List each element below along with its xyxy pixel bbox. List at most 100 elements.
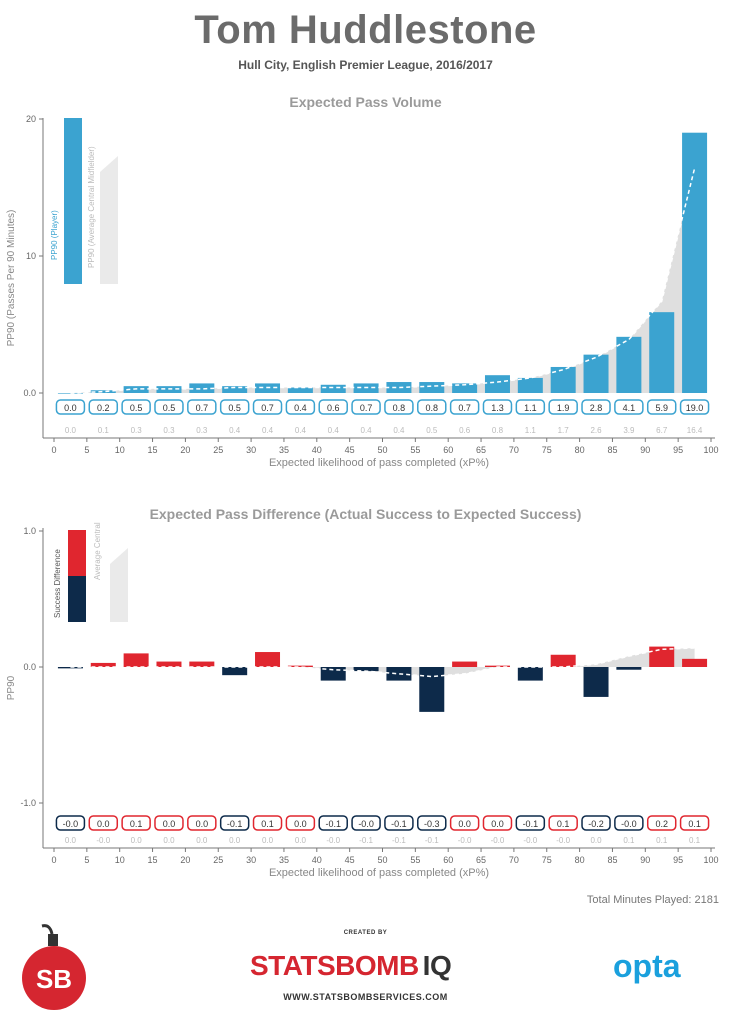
avg-value-label: -0.1	[392, 836, 406, 845]
value-box	[154, 815, 184, 831]
avg-value-label: 1.1	[525, 426, 537, 435]
expected-pass-difference-chart: 0 5 10 15 20 25 30 35 40 45 50 55 60 65 70 75 80 85 90 95 10…	[6, 520, 719, 879]
avg-value-label: 0.0	[163, 836, 175, 845]
x-tick-label: 40	[312, 855, 322, 865]
statsbomb-iq-brand: STATSBOMB IQ	[250, 950, 452, 982]
value-box	[449, 399, 480, 415]
expected-pass-volume-chart: 0 5 10 15 20 25 30 35 40 45 50 55 60 65 70 75 80 85 90 95 10…	[6, 114, 719, 469]
player-value-label: 0.0	[163, 819, 176, 829]
player-bar	[90, 390, 116, 393]
avg-value-label: 0.1	[98, 426, 110, 435]
x-tick-label: 100	[703, 445, 718, 455]
avg-value-label: 0.0	[131, 836, 143, 845]
x-tick-label: 25	[213, 445, 223, 455]
value-box	[318, 399, 348, 415]
x-tick-label: 75	[542, 445, 552, 455]
x-tick-label: 45	[345, 445, 355, 455]
player-bar	[419, 382, 445, 393]
player-value-label: 0.0	[196, 819, 209, 829]
player-value-label: 0.1	[261, 819, 274, 829]
x-axis-label: Expected likelihood of pass completed (x…	[269, 457, 489, 469]
player-value-label: -0.0	[621, 819, 637, 829]
player-bar	[320, 384, 346, 393]
difference-bar	[189, 661, 215, 667]
x-tick-label: 30	[246, 855, 256, 865]
player-value-label: 0.1	[688, 819, 701, 829]
brand-iq: IQ	[422, 950, 452, 981]
difference-bar	[386, 667, 412, 681]
x-tick-label: 60	[443, 445, 453, 455]
player-value-label: 0.7	[360, 403, 373, 413]
avg-value-label: 16.4	[687, 426, 703, 435]
player-value-label: 5.9	[655, 403, 668, 413]
x-tick-label: 55	[410, 855, 420, 865]
value-box	[646, 399, 677, 415]
x-tick-label: 70	[509, 445, 519, 455]
value-box	[285, 815, 316, 831]
x-tick-label: 65	[476, 445, 486, 455]
avg-value-label: 0.4	[262, 426, 274, 435]
team-season-subtitle: Hull City, English Premier League, 2016/…	[238, 58, 493, 72]
x-tick-label: 75	[542, 855, 552, 865]
player-value-label: 0.2	[97, 403, 110, 413]
x-tick-label: 35	[279, 445, 289, 455]
value-box	[614, 399, 644, 415]
x-tick-label: 65	[476, 855, 486, 865]
value-box	[154, 399, 184, 415]
total-minutes-played: Total Minutes Played: 2181	[586, 894, 719, 906]
value-box	[187, 399, 217, 415]
avg-value-label: -0.0	[523, 836, 537, 845]
legend-player-label: PP90 (Player)	[50, 210, 59, 260]
player-value-label: 0.5	[130, 403, 143, 413]
player-value-label: 1.3	[491, 403, 504, 413]
difference-bar	[90, 662, 116, 667]
value-box	[384, 399, 414, 415]
avg-value-label: 0.0	[262, 836, 274, 845]
player-bar	[57, 393, 83, 394]
x-tick-label: 70	[509, 855, 519, 865]
difference-bar	[583, 667, 609, 697]
avg-value-label: -0.0	[556, 836, 570, 845]
player-value-label: -0.1	[325, 819, 341, 829]
player-bar	[452, 383, 478, 393]
avg-value-label: 0.8	[492, 426, 504, 435]
player-value-label: 0.0	[97, 819, 110, 829]
website-url[interactable]: WWW.STATSBOMBSERVICES.COM	[283, 992, 448, 1002]
sb-logo-text: SB	[36, 964, 72, 994]
avg-value-label: 2.6	[590, 426, 602, 435]
player-value-label: 0.0	[491, 819, 504, 829]
y-tick-label: 0.0	[23, 662, 36, 672]
difference-bar	[287, 665, 313, 667]
value-box	[548, 399, 578, 415]
player-bar	[222, 386, 248, 393]
value-box	[187, 815, 217, 831]
avg-value-label: -0.0	[491, 836, 505, 845]
difference-bar	[222, 667, 248, 676]
avg-value-label: 0.0	[65, 426, 77, 435]
player-bar	[616, 336, 642, 393]
avg-value-label: 0.4	[229, 426, 241, 435]
avg-value-label: 6.7	[656, 426, 668, 435]
player-value-label: 0.1	[130, 819, 143, 829]
player-value-label: 0.0	[458, 819, 471, 829]
x-tick-label: 0	[51, 445, 56, 455]
avg-value-label: -0.0	[326, 836, 340, 845]
x-tick-label: 5	[84, 445, 89, 455]
value-box	[318, 815, 348, 831]
avg-value-label: 0.5	[426, 426, 438, 435]
x-tick-label: 55	[410, 445, 420, 455]
legend-avg-label: Average Central Midfielder	[93, 520, 102, 580]
x-tick-label: 90	[640, 445, 650, 455]
created-by-label: CREATED BY	[343, 930, 388, 936]
legend-avg-swatch	[110, 548, 128, 622]
y-tick-label: 0.0	[23, 388, 36, 398]
player-value-label: 2.8	[590, 403, 603, 413]
difference-bar	[452, 661, 478, 667]
player-bar	[484, 375, 510, 393]
value-box	[351, 399, 381, 415]
player-bar	[386, 382, 412, 393]
avg-value-label: 0.4	[393, 426, 405, 435]
player-value-label: -0.1	[523, 819, 539, 829]
player-value-label: 4.1	[623, 403, 636, 413]
value-box	[55, 815, 86, 831]
